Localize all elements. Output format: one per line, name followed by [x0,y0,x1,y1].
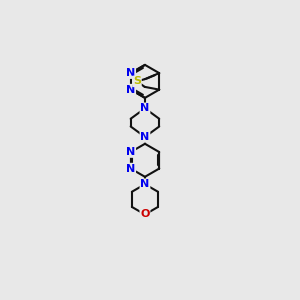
Text: O: O [140,209,150,220]
Text: N: N [126,164,135,173]
Text: N: N [140,179,150,189]
Text: N: N [140,103,150,113]
Text: N: N [126,68,135,78]
Text: N: N [126,85,135,94]
Text: N: N [126,147,135,157]
Text: S: S [133,76,141,86]
Text: N: N [140,132,150,142]
